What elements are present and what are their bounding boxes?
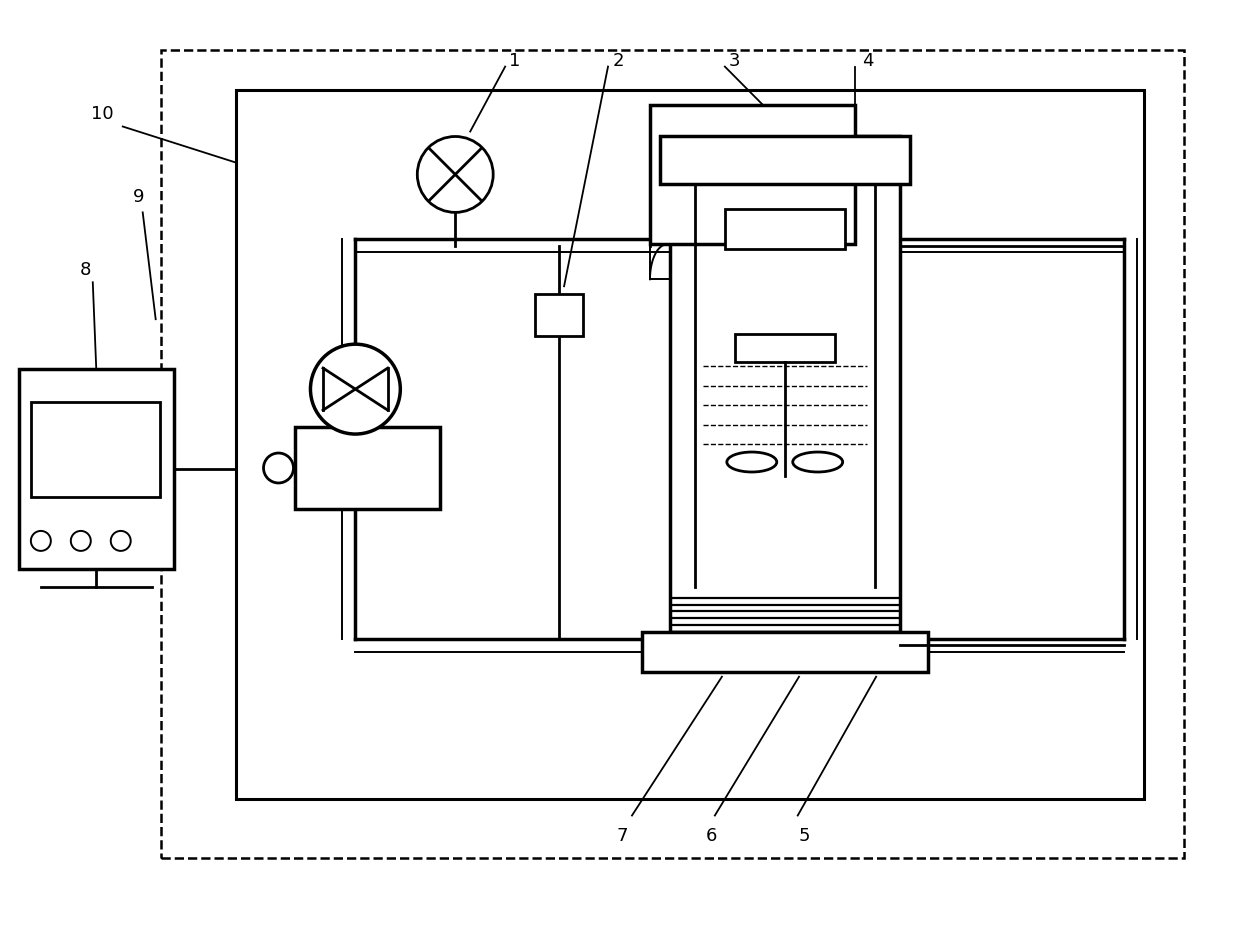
Text: 1: 1 — [510, 52, 521, 70]
Text: 2: 2 — [613, 52, 624, 70]
Bar — [670, 137, 899, 632]
Bar — [236, 91, 1145, 799]
Text: 5: 5 — [799, 827, 811, 845]
Text: 3: 3 — [729, 52, 740, 70]
Circle shape — [264, 453, 294, 483]
Circle shape — [31, 531, 51, 551]
Bar — [161, 51, 1184, 858]
Bar — [642, 632, 928, 672]
Ellipse shape — [727, 452, 776, 473]
Text: 4: 4 — [862, 52, 873, 70]
Ellipse shape — [792, 452, 843, 473]
Bar — [735, 335, 835, 362]
Bar — [660, 137, 910, 185]
Bar — [31, 403, 160, 497]
Text: 9: 9 — [133, 188, 144, 206]
Circle shape — [418, 137, 494, 213]
Circle shape — [310, 345, 401, 434]
Bar — [536, 295, 583, 337]
Bar — [295, 428, 440, 510]
Circle shape — [110, 531, 130, 551]
Text: 8: 8 — [81, 261, 92, 279]
Text: 6: 6 — [706, 827, 718, 845]
Bar — [725, 211, 844, 250]
Bar — [19, 370, 174, 569]
Text: 7: 7 — [616, 827, 627, 845]
Circle shape — [71, 531, 91, 551]
Bar — [650, 106, 854, 245]
Text: 10: 10 — [92, 105, 114, 123]
